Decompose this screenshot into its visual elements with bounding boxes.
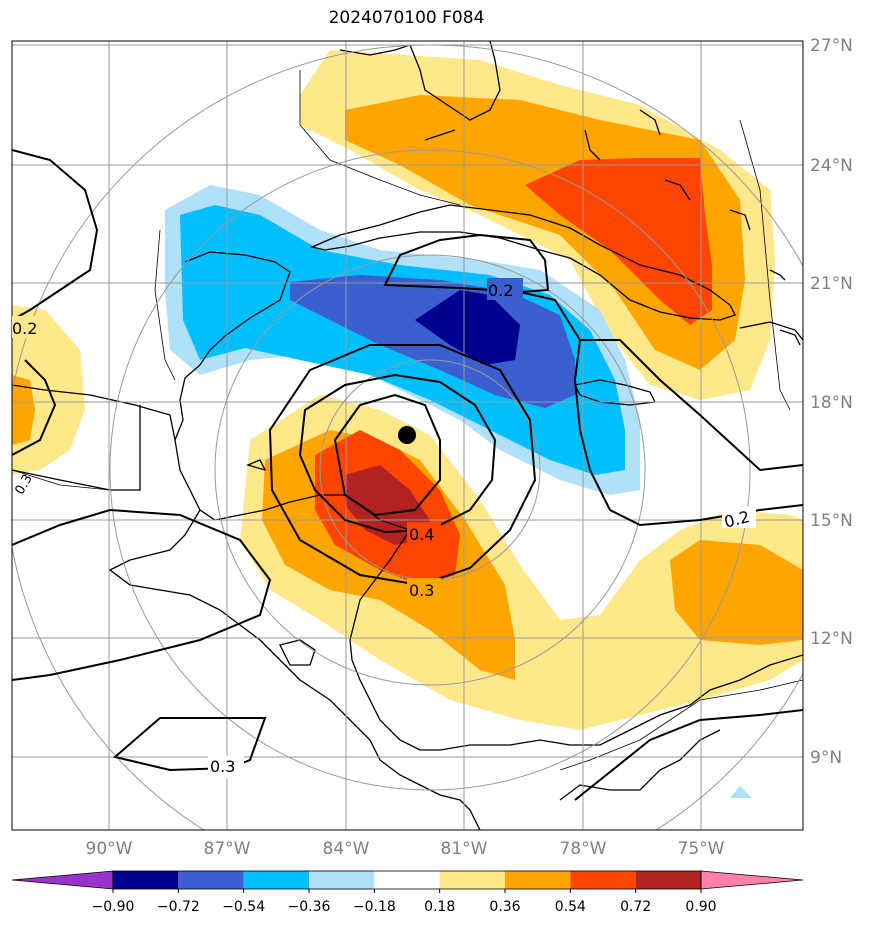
lon-label: 84°W <box>323 839 370 859</box>
colorbar-tick-label: 0.90 <box>685 899 716 915</box>
colorbar-segment <box>505 871 571 889</box>
colorbar-segment <box>178 871 244 889</box>
colorbar-segment <box>635 871 701 889</box>
contour-label: 0.3 <box>210 757 235 776</box>
colorbar-segment <box>309 871 375 889</box>
colorbar-tick-label: −0.72 <box>157 899 200 915</box>
map-area <box>12 41 803 830</box>
lon-label: 81°W <box>441 839 488 859</box>
lat-label: 21°N <box>810 274 853 294</box>
lon-label: 78°W <box>560 839 607 859</box>
lat-label: 12°N <box>810 629 853 649</box>
contour-label: 0.2 <box>488 281 513 300</box>
colorbar-segment <box>570 871 636 889</box>
colorbar-tick-label: 0.36 <box>489 899 520 915</box>
map-title: 2024070100 F084 <box>328 8 485 28</box>
colorbar-extend-high <box>700 870 804 890</box>
lon-label: 75°W <box>678 839 725 859</box>
contour-label: 0.2 <box>12 319 37 338</box>
colorbar-extend-low <box>11 870 114 890</box>
contour-label: 0.3 <box>409 581 434 600</box>
colorbar-segment <box>113 871 179 889</box>
colorbar-tick-label: 0.54 <box>555 899 586 915</box>
colorbar-frame <box>112 870 702 890</box>
political-borders <box>12 70 803 771</box>
colorbar-segment <box>374 871 440 889</box>
lon-label: 87°W <box>204 839 251 859</box>
lat-label: 18°N <box>810 393 853 413</box>
colorbar-tick-label: −0.54 <box>222 899 265 915</box>
colorbar-tick-label: −0.36 <box>288 899 331 915</box>
colorbar-segment <box>439 871 505 889</box>
colorbar-tick-label: 0.18 <box>424 899 455 915</box>
lon-label: 90°W <box>86 839 133 859</box>
colorbar-tick-label: −0.90 <box>92 899 135 915</box>
lat-label: 9°N <box>810 748 842 768</box>
colorbar: −0.90 −0.72 −0.54 −0.36 −0.18 0.18 0.36 0.54 0.7… <box>11 870 804 915</box>
map-frame <box>11 40 804 831</box>
lat-label: 15°N <box>810 511 853 531</box>
lat-label: 27°N <box>810 36 853 56</box>
colorbar-tick-label: −0.18 <box>353 899 396 915</box>
lat-label: 24°N <box>810 156 853 176</box>
longitude-labels: 90°W 87°W 84°W 81°W 78°W 75°W <box>86 839 725 859</box>
contour-label: 0.4 <box>409 525 434 544</box>
colorbar-segment <box>243 871 309 889</box>
positive-anomaly-fills <box>12 50 803 730</box>
storm-center-marker <box>398 426 416 444</box>
colorbar-tick-label: 0.72 <box>620 899 651 915</box>
latitude-labels: 27°N 24°N 21°N 18°N 15°N 12°N 9°N <box>810 36 853 768</box>
graticule <box>12 41 803 830</box>
contour-lines <box>12 149 803 801</box>
